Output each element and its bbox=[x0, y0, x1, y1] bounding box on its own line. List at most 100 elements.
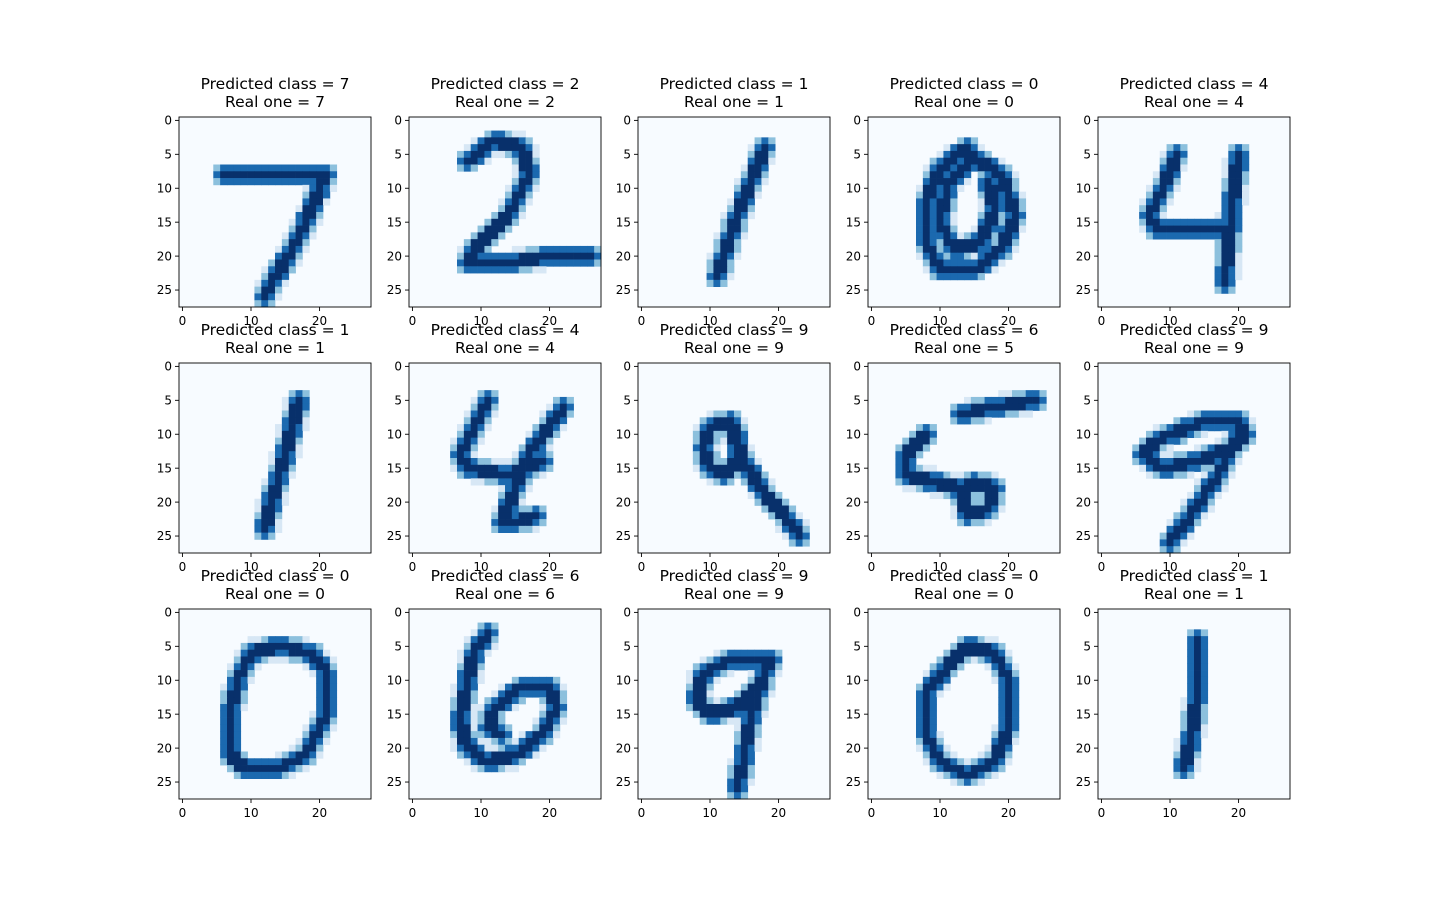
image-pixel bbox=[1139, 218, 1147, 226]
image-pixel bbox=[261, 279, 269, 287]
image-pixel bbox=[1194, 649, 1202, 657]
image-pixel bbox=[1159, 198, 1167, 206]
image-pixel bbox=[233, 737, 242, 746]
image-pixel bbox=[895, 464, 903, 472]
image-pixel bbox=[457, 458, 465, 466]
image-pixel bbox=[713, 717, 721, 725]
image-pixel bbox=[1005, 704, 1013, 712]
image-pixel bbox=[553, 710, 561, 718]
image-pixel bbox=[970, 252, 979, 260]
image-pixel bbox=[525, 444, 533, 452]
image-pixel bbox=[1228, 239, 1236, 247]
image-pixel bbox=[1228, 430, 1236, 438]
image-pixel bbox=[761, 164, 769, 172]
image-pixel bbox=[1005, 683, 1013, 691]
image-pixel bbox=[470, 471, 478, 479]
image-pixel bbox=[768, 144, 776, 152]
image-pixel bbox=[740, 656, 749, 664]
image-pixel bbox=[950, 232, 958, 240]
image-pixel bbox=[511, 751, 520, 759]
image-pixel bbox=[477, 464, 485, 472]
image-pixel bbox=[233, 663, 242, 671]
image-pixel bbox=[227, 164, 235, 172]
image-pixel bbox=[275, 751, 283, 759]
image-pixel bbox=[747, 464, 755, 472]
image-pixel bbox=[768, 505, 776, 513]
y-tick-label: 5 bbox=[1083, 640, 1091, 654]
image-pixel bbox=[1200, 670, 1209, 678]
image-pixel bbox=[309, 670, 317, 678]
image-pixel bbox=[706, 273, 714, 281]
image-pixel bbox=[1194, 464, 1202, 472]
image-pixel bbox=[275, 649, 283, 657]
image-pixel bbox=[950, 670, 958, 678]
image-pixel bbox=[511, 512, 520, 520]
image-pixel bbox=[288, 259, 296, 267]
image-pixel bbox=[329, 164, 338, 172]
image-pixel bbox=[566, 403, 574, 411]
image-pixel bbox=[525, 512, 533, 520]
predicted-class-title: Predicted class = 0 bbox=[890, 567, 1039, 585]
image-pixel bbox=[1005, 252, 1013, 260]
digit-image-background bbox=[1098, 117, 1290, 307]
image-pixel bbox=[1200, 690, 1209, 698]
image-pixel bbox=[470, 252, 478, 260]
image-pixel bbox=[470, 670, 478, 678]
image-pixel bbox=[546, 410, 554, 418]
image-pixel bbox=[281, 279, 290, 287]
image-pixel bbox=[998, 478, 1006, 486]
image-pixel bbox=[288, 444, 296, 452]
image-pixel bbox=[895, 444, 903, 452]
image-pixel bbox=[329, 171, 338, 179]
image-pixel bbox=[977, 191, 985, 199]
y-tick-label: 20 bbox=[846, 741, 861, 755]
image-pixel bbox=[788, 505, 797, 513]
image-pixel bbox=[227, 171, 235, 179]
image-pixel bbox=[288, 410, 296, 418]
image-pixel bbox=[936, 485, 944, 493]
image-pixel bbox=[329, 184, 338, 192]
image-pixel bbox=[505, 737, 513, 746]
image-pixel bbox=[309, 731, 317, 739]
image-pixel bbox=[984, 498, 992, 506]
image-pixel bbox=[1228, 245, 1236, 254]
image-pixel bbox=[498, 491, 506, 500]
x-tick-label: 0 bbox=[868, 314, 876, 328]
image-pixel bbox=[970, 471, 979, 479]
image-pixel bbox=[281, 410, 290, 418]
image-pixel bbox=[950, 751, 958, 759]
image-pixel bbox=[559, 259, 568, 267]
image-pixel bbox=[268, 485, 276, 493]
image-pixel bbox=[295, 451, 303, 459]
image-pixel bbox=[227, 704, 235, 712]
y-tick-label: 0 bbox=[394, 114, 402, 128]
image-pixel bbox=[491, 642, 499, 651]
image-pixel bbox=[450, 744, 458, 752]
image-pixel bbox=[720, 710, 728, 718]
image-pixel bbox=[706, 697, 714, 705]
image-pixel bbox=[734, 710, 742, 718]
image-pixel bbox=[288, 464, 296, 472]
image-pixel bbox=[227, 731, 235, 739]
image-pixel bbox=[984, 150, 992, 159]
image-pixel bbox=[991, 157, 999, 165]
image-pixel bbox=[929, 464, 937, 472]
image-pixel bbox=[957, 137, 965, 145]
image-pixel bbox=[957, 410, 965, 418]
image-pixel bbox=[295, 636, 303, 644]
image-pixel bbox=[991, 751, 999, 759]
predicted-class-title: Predicted class = 6 bbox=[431, 567, 580, 585]
image-pixel bbox=[964, 417, 972, 425]
image-pixel bbox=[754, 498, 762, 506]
image-pixel bbox=[1173, 532, 1181, 540]
image-pixel bbox=[484, 150, 492, 159]
image-pixel bbox=[532, 676, 540, 684]
image-pixel bbox=[1166, 225, 1174, 233]
image-pixel bbox=[740, 765, 749, 773]
image-pixel bbox=[1018, 198, 1027, 206]
image-pixel bbox=[768, 157, 776, 165]
image-pixel bbox=[720, 239, 728, 247]
image-pixel bbox=[233, 164, 242, 172]
